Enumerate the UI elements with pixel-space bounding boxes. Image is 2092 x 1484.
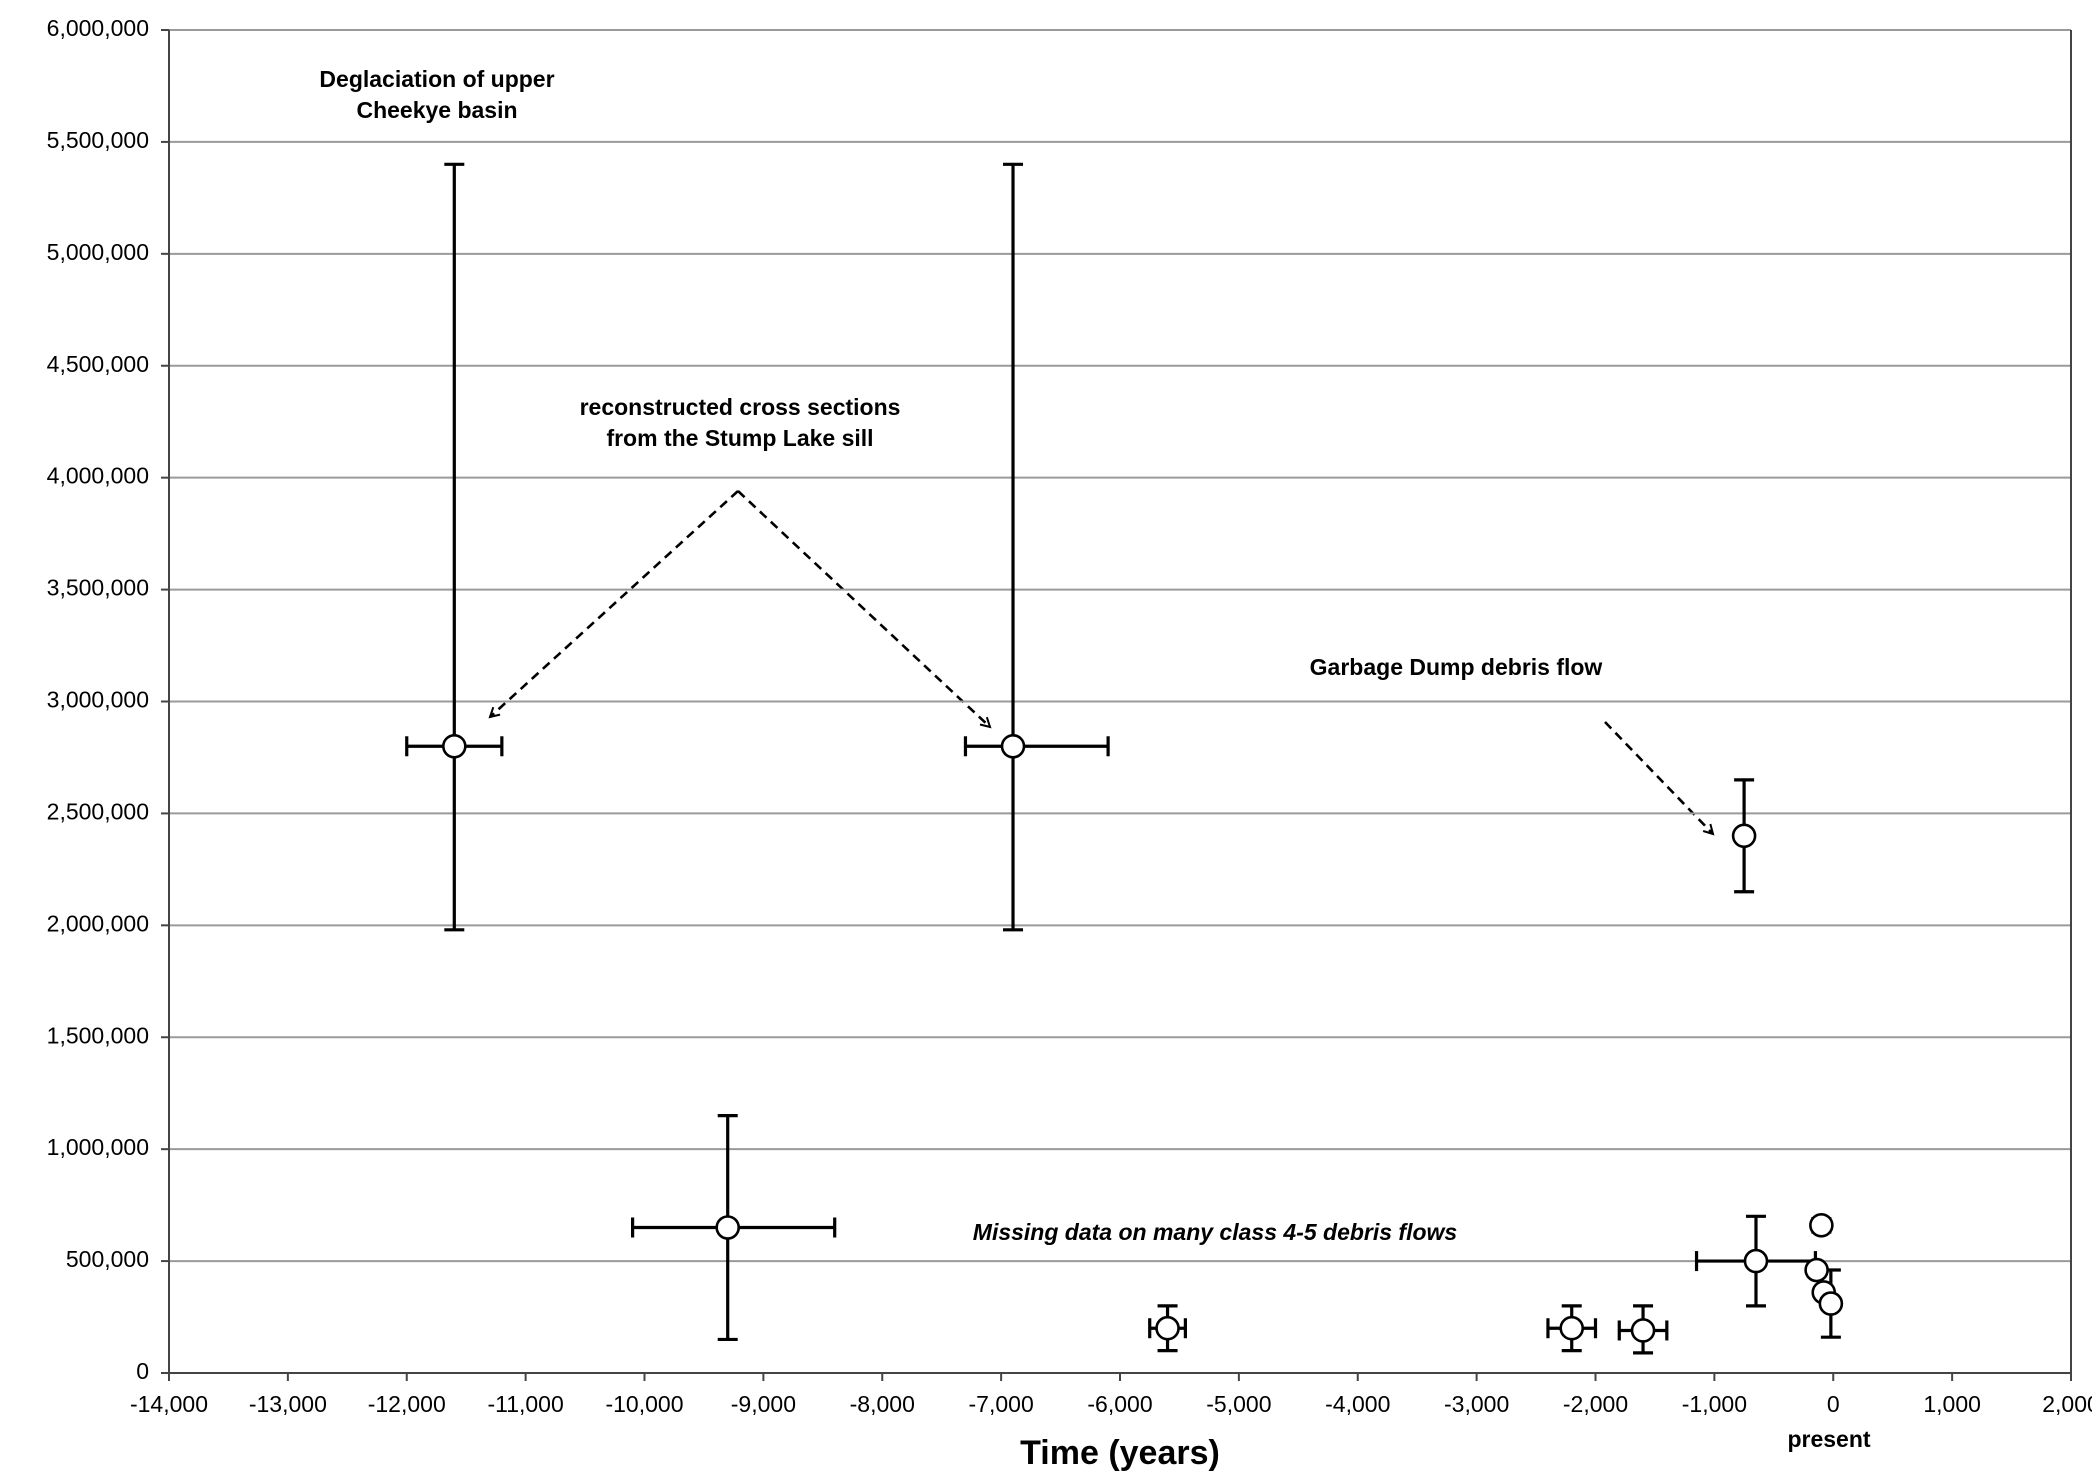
x-tick-label: -3,000 bbox=[1444, 1391, 1509, 1417]
x-tick-label: -8,000 bbox=[850, 1391, 915, 1417]
points bbox=[405, 162, 1844, 1355]
point bbox=[1804, 1257, 1829, 1283]
x-tick-label: -2,000 bbox=[1563, 1391, 1628, 1417]
annotation: present bbox=[1787, 1426, 1870, 1452]
x-tick-label: 2,000 bbox=[2042, 1391, 2092, 1417]
point bbox=[1743, 1248, 1769, 1274]
y-tick-label: 3,500,000 bbox=[47, 575, 149, 601]
y-tick-label: 1,500,000 bbox=[47, 1022, 149, 1048]
y-tick-label: 3,000,000 bbox=[47, 687, 149, 713]
annotation: Deglaciation of upper bbox=[319, 66, 554, 92]
x-tick-label: -7,000 bbox=[969, 1391, 1034, 1417]
x-tick-label: -5,000 bbox=[1206, 1391, 1271, 1417]
x-tick-label: -11,000 bbox=[487, 1391, 563, 1417]
y-tick-label: 6,000,000 bbox=[47, 15, 149, 41]
y-tick-label: 500,000 bbox=[66, 1246, 149, 1272]
x-tick-label: 1,000 bbox=[1923, 1391, 1981, 1417]
point bbox=[1000, 733, 1026, 759]
point bbox=[1630, 1318, 1656, 1343]
x-tick-label: -13,000 bbox=[249, 1391, 327, 1417]
annotation: reconstructed cross sections bbox=[580, 394, 901, 420]
point bbox=[441, 733, 467, 759]
y-tick-label: 1,000,000 bbox=[47, 1134, 149, 1160]
annotation: Missing data on many class 4-5 debris fl… bbox=[973, 1219, 1457, 1245]
axes: 0 500,000 1,000,000 1,500,000 2,000,000 2,500… bbox=[47, 15, 2092, 1417]
point bbox=[1818, 1291, 1844, 1316]
arrow bbox=[1604, 721, 1713, 834]
y-tick-label: 4,000,000 bbox=[47, 463, 149, 489]
arrow bbox=[737, 490, 990, 727]
y-tick-label: 2,500,000 bbox=[47, 798, 149, 824]
annotation: from the Stump Lake sill bbox=[606, 425, 873, 451]
y-tick-label: 2,000,000 bbox=[47, 910, 149, 936]
point bbox=[1155, 1315, 1180, 1341]
point bbox=[1559, 1315, 1585, 1341]
y-tick-label: 0 bbox=[136, 1358, 149, 1384]
annotation-arrows bbox=[490, 490, 1713, 834]
x-axis-title: Time (years) bbox=[1020, 1434, 1220, 1472]
x-tick-label: -10,000 bbox=[605, 1391, 683, 1417]
arrow bbox=[490, 490, 739, 717]
point bbox=[1809, 1212, 1834, 1238]
y-tick-label: 5,500,000 bbox=[47, 127, 149, 153]
annotation: Cheekye basin bbox=[356, 97, 517, 123]
x-tick-label: -6,000 bbox=[1087, 1391, 1152, 1417]
y-tick-label: 5,000,000 bbox=[47, 239, 149, 265]
x-tick-label: -9,000 bbox=[731, 1391, 796, 1417]
point bbox=[1731, 823, 1757, 849]
annotation: Garbage Dump debris flow bbox=[1310, 654, 1603, 680]
x-tick-label: -14,000 bbox=[130, 1391, 208, 1417]
y-tick-label: 4,500,000 bbox=[47, 351, 149, 377]
x-tick-label: -4,000 bbox=[1325, 1391, 1390, 1417]
x-tick-label: 0 bbox=[1827, 1391, 1840, 1417]
x-tick-label: -12,000 bbox=[368, 1391, 446, 1417]
x-tick-label: -1,000 bbox=[1682, 1391, 1747, 1417]
point bbox=[715, 1215, 741, 1240]
